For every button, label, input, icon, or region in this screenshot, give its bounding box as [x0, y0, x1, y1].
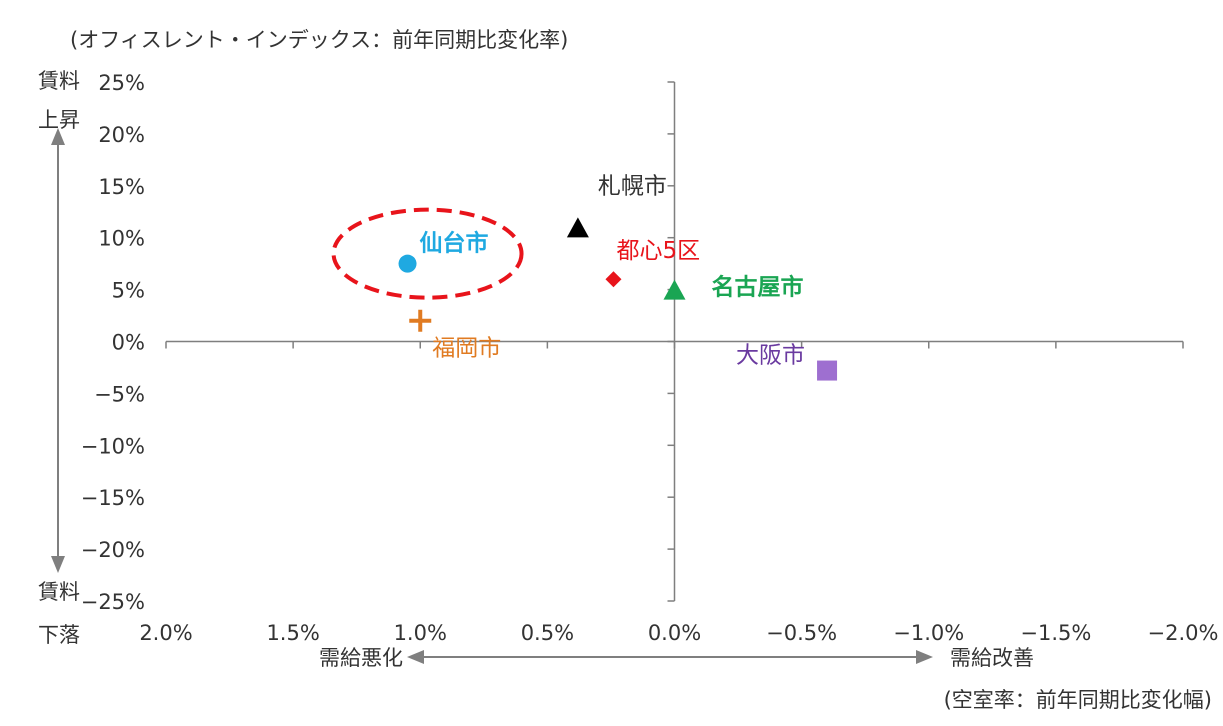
- y-axis-title: (オフィスレント・インデックス：前年同期比変化率): [70, 28, 568, 52]
- rent-up-label-2: 上昇: [38, 108, 80, 132]
- point-label-福岡市: 福岡市: [432, 336, 501, 362]
- y-tick-label: 25%: [98, 71, 145, 95]
- x-tick-label: −2.0%: [1148, 621, 1219, 645]
- y-tick-label: −10%: [81, 434, 145, 458]
- point-label-名古屋市: 名古屋市: [712, 274, 804, 301]
- point-label-仙台市: 仙台市: [420, 230, 489, 257]
- x-tick-labels: 2.0% 1.5% 1.0% 0.5% 0.0% −0.5% −1.0% −1.5% −2.0%: [139, 621, 1218, 645]
- y-tick-label: 10%: [98, 227, 145, 251]
- point-label-都心5区: 都心5区: [616, 238, 700, 264]
- data-points: [398, 217, 838, 381]
- y-axis-tick-marks: [667, 81, 675, 602]
- marker-福岡市: [409, 309, 432, 332]
- y-tick-labels: 25% 20% 15% 10% 5% 0% −5% −10% −15% −20% −25%: [81, 71, 145, 614]
- marker-大阪市: [817, 360, 838, 381]
- sendai-highlight-ellipse: [331, 207, 524, 300]
- x-tick-label: 1.0%: [394, 621, 447, 645]
- x-axis-tick-marks: [165, 341, 1184, 349]
- y-tick-label: 5%: [112, 279, 145, 303]
- x-tick-label: 2.0%: [139, 621, 192, 645]
- marker-都心5区: [605, 271, 622, 288]
- y-tick-label: −5%: [94, 382, 145, 406]
- supply-demand-arrow: [407, 650, 933, 664]
- y-tick-label: −25%: [81, 590, 145, 614]
- rent-down-label-1: 賃料: [38, 580, 80, 604]
- x-tick-label: 0.5%: [521, 621, 574, 645]
- x-tick-label: −1.5%: [1020, 621, 1091, 645]
- x-axis-title: (空室率：前年同期比変化幅): [944, 688, 1212, 712]
- marker-札幌市: [566, 217, 589, 238]
- rent-down-label-2: 下落: [38, 623, 80, 647]
- x-tick-label: 1.5%: [266, 621, 319, 645]
- supply-demand-better-label: 需給改善: [950, 646, 1034, 670]
- x-tick-label: −0.5%: [766, 621, 837, 645]
- y-tick-label: 0%: [112, 331, 145, 355]
- marker-仙台市: [398, 254, 417, 273]
- x-tick-label: 0.0%: [648, 621, 701, 645]
- y-tick-label: −15%: [81, 486, 145, 510]
- y-tick-label: 15%: [98, 175, 145, 199]
- rent-direction-arrow: [51, 128, 65, 573]
- y-tick-label: 20%: [98, 123, 145, 147]
- rent-up-label-1: 賃料: [38, 69, 80, 93]
- point-label-大阪市: 大阪市: [736, 343, 805, 369]
- y-tick-label: −20%: [81, 538, 145, 562]
- point-label-札幌市: 札幌市: [598, 173, 667, 199]
- x-tick-label: −1.0%: [893, 621, 964, 645]
- marker-名古屋市: [663, 279, 686, 300]
- supply-demand-worse-label: 需給悪化: [319, 646, 403, 670]
